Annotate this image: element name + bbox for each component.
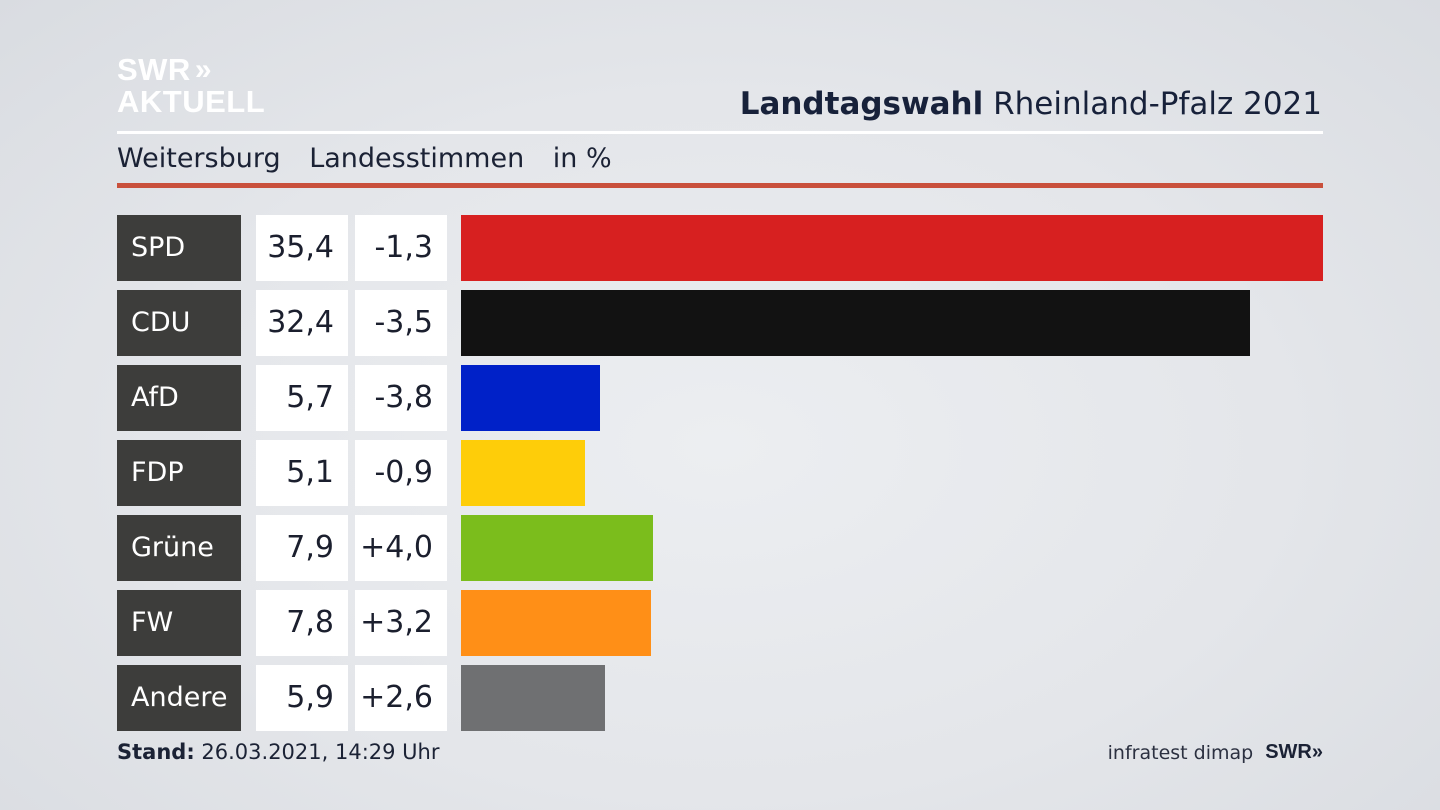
party-label: FW	[117, 590, 241, 656]
vote-share-value: 5,1	[256, 440, 348, 506]
result-row: FW 7,8 +3,2	[117, 590, 1323, 656]
vote-share-bar	[461, 590, 651, 656]
vote-change-value: -3,8	[355, 365, 447, 431]
chart-subtitle: Weitersburg Landesstimmen in %	[117, 143, 632, 174]
vote-share-bar	[461, 515, 653, 581]
vote-share-bar	[461, 215, 1323, 281]
party-label: AfD	[117, 365, 241, 431]
vote-share-bar	[461, 440, 585, 506]
vote-change-value: -0,9	[355, 440, 447, 506]
party-label: FDP	[117, 440, 241, 506]
timestamp-label: Stand:	[117, 740, 195, 764]
chart-title-bold: Landtagswahl	[740, 86, 984, 122]
vote-share-value: 7,8	[256, 590, 348, 656]
vote-share-value: 7,9	[256, 515, 348, 581]
logo-swr-text: SWR	[117, 54, 191, 86]
swr-aktuell-logo: SWR » AKTUELL	[117, 54, 265, 118]
vote-share-bar	[461, 290, 1250, 356]
party-label: CDU	[117, 290, 241, 356]
vote-share-bar	[461, 665, 605, 731]
vote-share-value: 35,4	[256, 215, 348, 281]
swr-brand-logo: SWR»	[1265, 741, 1323, 764]
vote-change-value: -1,3	[355, 215, 447, 281]
vote-change-value: +4,0	[355, 515, 447, 581]
vote-change-value: -3,5	[355, 290, 447, 356]
timestamp-value: 26.03.2021, 14:29 Uhr	[195, 740, 440, 764]
result-row: Andere 5,9 +2,6	[117, 665, 1323, 731]
logo-chevron-icon: »	[195, 54, 206, 86]
vote-share-value: 5,7	[256, 365, 348, 431]
result-row: AfD 5,7 -3,8	[117, 365, 1323, 431]
results-bar-chart: SPD 35,4 -1,3 CDU 32,4 -3,5 AfD 5,7 -3,8 FDP 5,1 -0…	[117, 215, 1323, 732]
subtitle-district: Weitersburg	[117, 143, 281, 174]
subtitle-unit: in %	[553, 143, 612, 174]
result-row: SPD 35,4 -1,3	[117, 215, 1323, 281]
vote-change-value: +2,6	[355, 665, 447, 731]
party-label: SPD	[117, 215, 241, 281]
chart-title-rest: Rheinland-Pfalz 2021	[983, 86, 1322, 122]
party-label: Grüne	[117, 515, 241, 581]
subtitle-divider	[117, 183, 1323, 188]
result-row: FDP 5,1 -0,9	[117, 440, 1323, 506]
timestamp: Stand: 26.03.2021, 14:29 Uhr	[117, 740, 440, 764]
subtitle-metric: Landesstimmen	[309, 143, 524, 174]
source-credit: infratest dimap SWR»	[1108, 741, 1323, 764]
source-name: infratest dimap	[1108, 742, 1254, 764]
vote-share-bar	[461, 365, 600, 431]
chart-title: Landtagswahl Rheinland-Pfalz 2021	[740, 86, 1322, 122]
vote-share-value: 5,9	[256, 665, 348, 731]
vote-change-value: +3,2	[355, 590, 447, 656]
result-row: CDU 32,4 -3,5	[117, 290, 1323, 356]
logo-aktuell-text: AKTUELL	[117, 86, 265, 118]
party-label: Andere	[117, 665, 241, 731]
vote-share-value: 32,4	[256, 290, 348, 356]
result-row: Grüne 7,9 +4,0	[117, 515, 1323, 581]
header-divider	[117, 131, 1323, 134]
